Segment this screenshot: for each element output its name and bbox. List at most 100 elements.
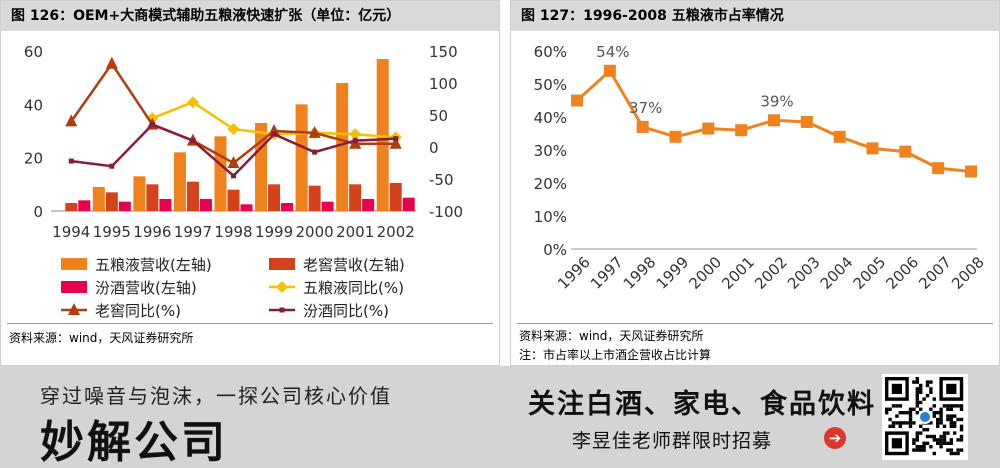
banner-brand: 妙解公司 [40,417,228,468]
qr-module [908,411,913,415]
laojiao-revenue-bar [227,189,240,211]
qr-module [922,428,926,432]
right-axis-tick-label: 100 [429,75,458,93]
x-axis-tick-label: 2001 [718,253,758,293]
qr-module [932,411,936,415]
market-share-point [965,165,977,178]
wly-revenue-bar [295,104,308,211]
x-axis-tick-label: 2000 [296,223,334,241]
fenjiu-yoy-point [68,158,74,164]
qr-module [959,448,964,452]
qr-module [929,380,933,384]
laojiao-revenue-bar [105,192,118,211]
market-share-point [800,115,813,128]
qr-module [919,400,923,405]
laojiao-revenue-bar [268,184,281,211]
fenjiu-yoy-point [312,149,318,155]
x-axis-tick-label: 2003 [784,253,824,293]
qr-module [949,438,953,442]
qr-module [939,441,943,445]
qr-module [959,424,964,428]
qr-module [915,387,919,391]
qr-module [925,434,930,439]
laojiao-revenue-bar [65,203,78,211]
banner-slogan: 穿过噪音与泡沫，一探公司核心价值 [40,384,392,408]
data-label: 54% [596,43,629,61]
qr-module [888,424,892,428]
qr-module [898,411,902,415]
qr-finder [891,438,902,449]
qr-module [929,421,933,425]
qr-module [888,407,892,411]
qr-module [946,407,950,411]
qr-module [929,407,933,411]
legend-marker [68,303,80,315]
qr-code-icon[interactable] [882,374,968,460]
legend-marker [276,281,288,293]
source-divider [7,323,493,324]
qr-module [932,397,936,401]
data-label: 39% [760,92,793,110]
qr-module [959,434,964,439]
left-axis-tick-label: 0 [33,203,43,221]
fenjiu-yoy-point [190,138,196,144]
qr-module [956,448,960,452]
x-axis-tick-label: 2005 [850,253,890,293]
fenjiu-yoy-point [231,173,236,179]
revenue-chart-panel: 图 126：OEM+大商模式辅助五粮液快速扩张（单位：亿元） 0 20 40 60 -1… [0,0,500,366]
market-share-point [932,162,945,175]
x-axis-tick-label: 1996 [133,223,171,241]
qr-module [956,438,960,442]
wly-yoy-point [227,123,240,136]
wly-revenue-bar [376,59,389,211]
legend-label: 老窖营收(左轴) [303,256,405,274]
qr-module [956,417,960,422]
x-axis-tick-label: 1998 [620,253,660,293]
qr-finder [946,383,957,394]
right-axis-tick-label: 0 [429,139,439,157]
qr-module [949,404,953,408]
banner-follow-text: 关注白酒、家电、食品饮料 [528,389,876,420]
qr-module [915,400,919,405]
fenjiu-yoy-point [393,136,399,142]
qr-module [949,417,953,422]
qr-module [919,407,923,411]
qr-module [919,387,923,391]
qr-module [895,404,899,408]
qr-module [912,380,916,384]
qr-module [949,414,953,418]
fenjiu-revenue-bar [159,199,172,211]
qr-module [932,438,936,442]
wly-yoy-point [349,128,362,141]
qr-module [936,441,940,445]
qr-module [925,441,930,445]
qr-module [919,445,923,449]
market-share-point [603,64,616,77]
y-axis-tick-label: 50% [534,76,567,94]
qr-module [885,411,889,415]
qr-module [915,394,919,398]
fenjiu-revenue-bar [118,201,131,211]
qr-module [946,414,950,418]
market-share-note: 注：市占率以上市酒企营收占比计算 [519,348,712,362]
x-axis-tick-label: 2000 [685,253,725,293]
qr-module [953,431,957,435]
qr-module [908,414,913,418]
legend-label: 五粮液同比(%) [303,279,404,297]
qr-module [915,397,919,401]
market-share-point [636,120,649,133]
y-axis-tick-label: 60% [534,43,567,61]
qr-module [936,438,940,442]
promo-banner[interactable]: 穿过噪音与泡沫，一探公司核心价值 妙解公司 关注白酒、家电、食品饮料 李昱佳老师… [0,366,1000,468]
qr-module [949,448,953,452]
qr-logo [920,412,930,422]
laojiao-revenue-bar [349,184,362,211]
x-axis-tick-label: 1998 [214,223,252,241]
banner-recruit-link[interactable]: 李昱佳老师群限时招募 [572,430,773,452]
y-axis-tick-label: 0% [543,241,567,259]
arrow-right-circle-icon[interactable]: ➔ [824,427,846,449]
data-label: 37% [629,99,662,117]
x-axis-tick-label: 1999 [255,223,293,241]
qr-module [946,404,950,408]
